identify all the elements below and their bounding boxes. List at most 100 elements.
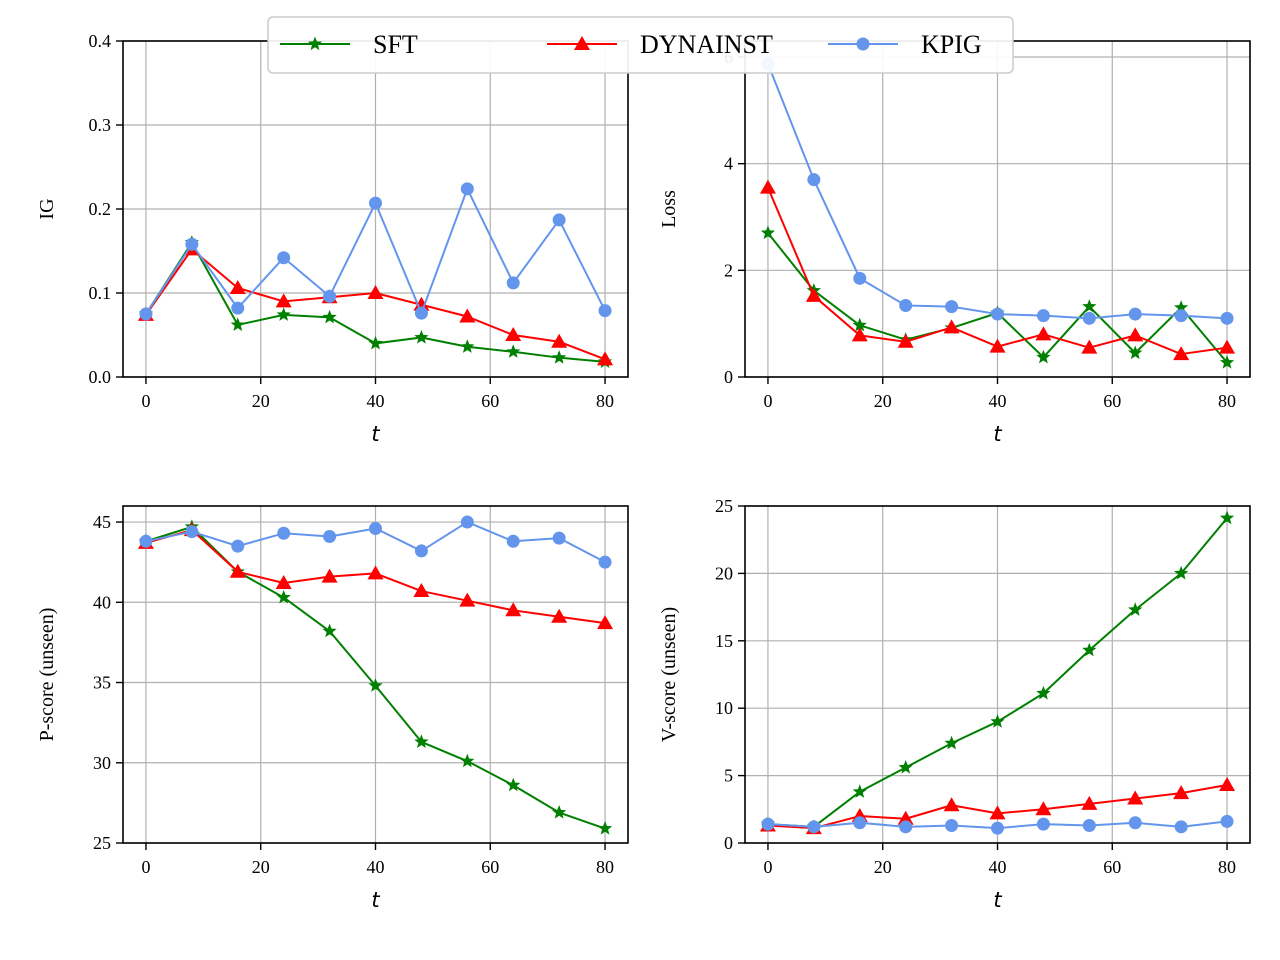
data-point-kpig — [185, 525, 199, 539]
x-tick-label: 0 — [141, 857, 150, 877]
y-tick-label: 40 — [93, 592, 111, 612]
subplots-layer: 0 20 40 60 80 0.0 0.1 0.2 0.3 0.4 t IG 0 20 40 60 80 0 2 4 6… — [36, 31, 1251, 912]
data-point-kpig — [231, 301, 245, 315]
data-point-dynainst — [805, 287, 822, 302]
data-point-kpig — [552, 213, 566, 227]
data-point-sft — [322, 309, 337, 324]
data-point-dynainst — [505, 327, 522, 341]
y-tick-label: 5 — [724, 766, 733, 786]
data-point-dynainst — [1035, 801, 1052, 816]
legend-label: SFT — [373, 30, 418, 59]
data-point-sft — [276, 307, 291, 321]
data-point-kpig — [807, 173, 821, 187]
data-point-dynainst — [1127, 327, 1144, 342]
data-point-kpig — [1220, 311, 1234, 325]
data-point-dynainst — [897, 333, 914, 348]
x-tick-label: 80 — [596, 857, 614, 877]
legend-marker-kpig — [856, 37, 870, 51]
data-point-dynainst — [989, 338, 1006, 353]
data-point-sft — [852, 317, 867, 332]
data-point-kpig — [991, 821, 1004, 835]
data-point-kpig — [598, 555, 612, 569]
data-point-sft — [368, 335, 383, 350]
data-point-dynainst — [459, 592, 476, 607]
data-point-kpig — [460, 515, 474, 529]
y-tick-label: 0.0 — [89, 367, 112, 387]
y-axis-label: P-score (unseen) — [36, 608, 58, 742]
x-tick-label: 60 — [481, 391, 499, 411]
y-tick-label: 4 — [724, 154, 733, 174]
x-axis-label: t — [371, 888, 380, 912]
data-point-sft — [1082, 299, 1097, 313]
subplot-2: 0204060800246tLoss — [658, 40, 1251, 446]
data-point-sft — [760, 225, 776, 240]
legend-frame — [267, 16, 1014, 74]
legend-marker-sft — [307, 36, 323, 51]
y-tick-label: 25 — [93, 833, 111, 853]
data-point-sft — [368, 678, 383, 692]
data-point-kpig — [552, 531, 566, 545]
data-point-dynainst — [1173, 785, 1190, 800]
data-point-dynainst — [321, 568, 338, 583]
data-point-dynainst — [275, 575, 292, 590]
data-point-sft — [1128, 602, 1143, 616]
data-point-kpig — [1082, 311, 1096, 325]
data-point-kpig — [807, 820, 821, 834]
data-point-dynainst — [1035, 326, 1052, 341]
x-axis-label: t — [993, 422, 1002, 446]
legend: SFT DYNAINST KPIG — [267, 16, 1014, 74]
x-tick-label: 40 — [367, 857, 385, 877]
legend-entry-sft: SFT — [280, 30, 418, 59]
legend-marker-dynainst — [574, 36, 590, 50]
data-point-kpig — [460, 182, 474, 196]
subplot-3: 0 20 40 60 80 25 30 35 40 45 t P-score (unseen) — [36, 505, 629, 912]
data-point-sft — [1036, 349, 1051, 364]
data-point-sft — [414, 330, 429, 344]
y-axis-label: V-score (unseen) — [658, 607, 680, 742]
data-point-sft — [230, 317, 245, 331]
data-point-dynainst — [943, 319, 960, 334]
y-tick-label: 10 — [715, 698, 733, 718]
data-point-sft — [1174, 300, 1189, 314]
series-dynainst — [759, 179, 1236, 361]
data-point-sft — [1219, 510, 1235, 525]
y-tick-label: 45 — [93, 512, 111, 532]
x-tick-label: 80 — [1218, 857, 1236, 877]
data-point-dynainst — [897, 810, 914, 825]
data-point-kpig — [1174, 309, 1188, 323]
data-point-sft — [990, 714, 1005, 728]
data-point-dynainst — [851, 327, 868, 342]
data-point-kpig — [598, 304, 612, 318]
data-point-dynainst — [275, 293, 292, 308]
legend-entry-dynainst: DYNAINST — [547, 30, 773, 59]
data-point-sft — [1128, 345, 1143, 360]
x-tick-label: 20 — [252, 857, 270, 877]
data-point-sft — [1036, 685, 1051, 700]
x-tick-label: 80 — [1218, 391, 1236, 411]
y-tick-label: 0.1 — [89, 283, 112, 303]
x-tick-label: 20 — [874, 857, 892, 877]
x-tick-label: 0 — [763, 857, 772, 877]
y-tick-label: 20 — [715, 563, 733, 583]
y-axis-label: Loss — [658, 190, 680, 228]
data-point-kpig — [945, 300, 959, 314]
data-point-kpig — [1082, 818, 1096, 832]
y-tick-label: 0 — [724, 367, 733, 387]
y-tick-label: 30 — [93, 753, 111, 773]
data-point-sft — [552, 805, 567, 819]
data-point-kpig — [899, 299, 913, 313]
data-point-dynainst — [367, 565, 384, 580]
x-tick-label: 40 — [989, 391, 1007, 411]
data-point-dynainst — [505, 602, 522, 617]
data-point-dynainst — [367, 285, 384, 299]
x-tick-label: 60 — [1103, 391, 1121, 411]
data-point-dynainst — [943, 797, 960, 812]
data-point-kpig — [414, 544, 428, 558]
data-point-sft — [322, 623, 337, 638]
series-kpig — [139, 182, 612, 321]
data-point-kpig — [506, 276, 520, 290]
data-point-dynainst — [413, 583, 430, 598]
grid — [745, 41, 1250, 378]
y-tick-label: 15 — [715, 631, 733, 651]
y-axis-label: IG — [36, 198, 58, 219]
